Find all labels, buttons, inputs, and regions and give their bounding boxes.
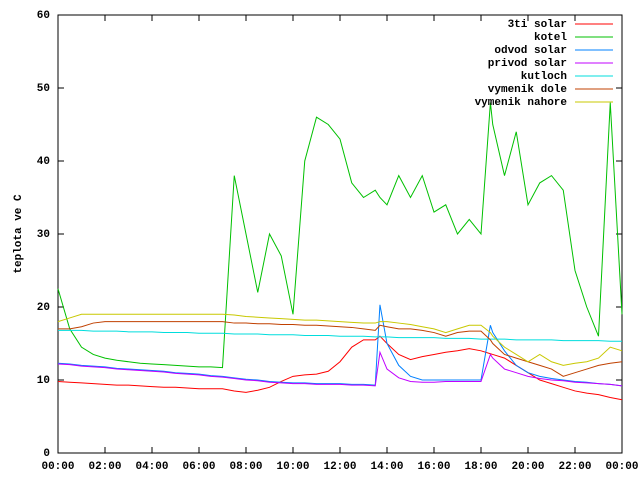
series-line — [57, 335, 623, 401]
x-tick-label: 16:00 — [417, 461, 450, 473]
y-tick-label: 50 — [37, 83, 50, 95]
series-line — [57, 313, 623, 366]
legend-label: privod solar — [488, 58, 567, 70]
x-tick-label: 00:00 — [41, 461, 74, 473]
series-line — [58, 321, 623, 377]
y-tick-label: 30 — [37, 229, 50, 241]
y-tick-label: 0 — [43, 448, 50, 460]
legend-label: kutloch — [521, 71, 567, 83]
series-line — [58, 329, 622, 342]
x-tick-label: 06:00 — [182, 461, 215, 473]
x-tick-label: 18:00 — [464, 461, 497, 473]
x-tick-label: 08:00 — [229, 461, 262, 473]
series-line — [57, 304, 623, 387]
legend-label: odvod solar — [494, 45, 567, 57]
series-line — [57, 350, 623, 387]
x-tick-label: 12:00 — [323, 461, 356, 473]
y-tick-label: 10 — [37, 375, 50, 387]
legend-label: vymenik dole — [488, 84, 568, 96]
x-tick-label: 20:00 — [511, 461, 544, 473]
x-tick-label: 02:00 — [88, 461, 121, 473]
y-tick-label: 60 — [37, 10, 50, 22]
legend-label: 3ti solar — [508, 19, 567, 31]
series-line — [57, 102, 623, 369]
y-tick-label: 20 — [37, 302, 50, 314]
legend-label: kotel — [534, 32, 567, 44]
x-tick-label: 14:00 — [370, 461, 403, 473]
x-tick-label: 00:00 — [605, 461, 638, 473]
legend-label: vymenik nahore — [475, 97, 568, 109]
y-axis-label: teplota ve C — [13, 194, 25, 274]
y-tick-label: 40 — [37, 156, 50, 168]
x-tick-label: 22:00 — [558, 461, 591, 473]
x-tick-label: 10:00 — [276, 461, 309, 473]
x-tick-label: 04:00 — [135, 461, 168, 473]
